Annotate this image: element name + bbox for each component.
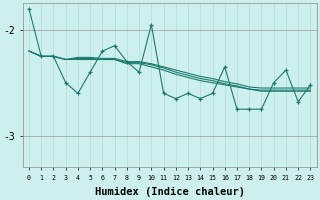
X-axis label: Humidex (Indice chaleur): Humidex (Indice chaleur)	[95, 186, 245, 197]
